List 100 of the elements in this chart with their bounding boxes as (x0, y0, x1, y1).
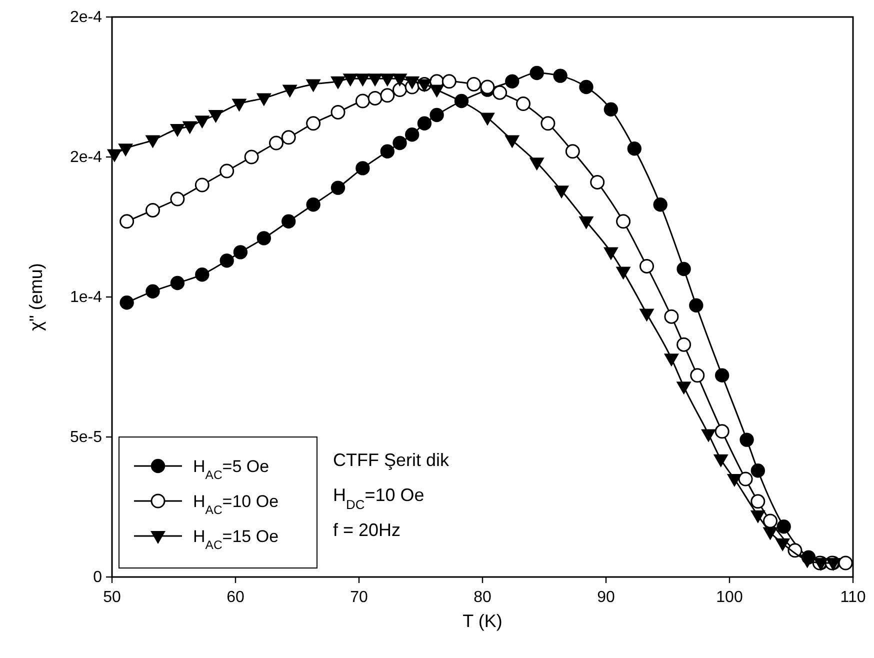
point (750, 510, 766, 524)
x-axis-title: T (K) (462, 611, 502, 631)
point (762, 527, 778, 540)
point (146, 284, 160, 298)
point (676, 382, 692, 395)
point (256, 93, 272, 106)
point (220, 254, 234, 268)
point (194, 178, 210, 192)
point (392, 136, 407, 150)
point (442, 74, 456, 89)
point (282, 214, 296, 228)
point (256, 231, 272, 246)
point (182, 121, 198, 134)
legend-label: H$_{AC}$=5 Oe (193, 457, 270, 482)
point (356, 161, 370, 176)
y-tick-label: 2e-4 (70, 149, 102, 166)
point (480, 80, 495, 94)
point (392, 82, 408, 98)
point (726, 474, 742, 487)
point (690, 368, 705, 383)
point (392, 74, 408, 87)
point (578, 216, 594, 230)
point (220, 164, 234, 178)
point (269, 136, 284, 150)
point (676, 337, 692, 352)
point (565, 144, 580, 159)
x-tick-label: 50 (103, 589, 121, 606)
point (330, 180, 346, 195)
point (368, 74, 383, 87)
point (208, 110, 224, 123)
point (579, 80, 594, 94)
point (750, 464, 766, 478)
point (118, 144, 134, 157)
point (232, 98, 247, 112)
point (838, 556, 853, 570)
annotation: CTFF Şerit dik (333, 450, 450, 470)
point (170, 124, 185, 137)
x-tick-label: 60 (226, 589, 244, 606)
point (430, 108, 444, 122)
point (627, 142, 642, 156)
point (194, 116, 210, 129)
point (355, 74, 370, 87)
point (553, 68, 568, 83)
point (466, 76, 482, 92)
point (492, 85, 508, 100)
point (689, 298, 704, 312)
point (763, 514, 778, 528)
point (233, 245, 248, 260)
point (639, 308, 654, 322)
point (368, 90, 382, 106)
x-tick-label: 90 (597, 589, 615, 606)
point (120, 296, 134, 310)
x-tick-label: 80 (474, 589, 492, 606)
point (750, 494, 766, 509)
point (616, 214, 631, 229)
point (480, 112, 495, 126)
point (330, 104, 346, 120)
point (281, 130, 296, 145)
point (306, 116, 321, 131)
point (604, 102, 618, 116)
point (603, 247, 618, 260)
point (404, 76, 420, 90)
point (330, 76, 346, 90)
point (714, 424, 730, 439)
point (120, 214, 134, 229)
point (146, 202, 160, 218)
y-tick-label: 1e-4 (70, 289, 102, 306)
x-tick-label: 110 (840, 589, 866, 606)
point (195, 268, 210, 282)
point (380, 144, 395, 158)
point (282, 84, 298, 98)
point (505, 74, 520, 88)
point (355, 94, 370, 108)
point (664, 309, 679, 324)
y-tick-label: 2e-4 (70, 9, 102, 26)
y-tick-label: 0 (93, 569, 102, 586)
point (590, 174, 605, 190)
point (640, 258, 654, 274)
point (306, 198, 320, 212)
point (776, 520, 791, 534)
point (417, 116, 432, 130)
point (342, 74, 358, 87)
point (429, 84, 444, 98)
annotation: H$_{DC}$=10 Oe (333, 485, 424, 512)
point (738, 472, 753, 486)
point (244, 150, 259, 164)
point (653, 198, 668, 212)
point (701, 429, 716, 442)
point (616, 266, 631, 280)
point (405, 128, 420, 142)
point (145, 135, 160, 148)
point (554, 186, 570, 199)
x-tick-label: 70 (350, 589, 368, 606)
point (529, 158, 544, 171)
y-tick-label: 5e-5 (70, 429, 102, 446)
point (516, 96, 531, 112)
x-tick-label: 100 (716, 589, 743, 606)
point (714, 368, 730, 382)
point (380, 74, 395, 87)
point (775, 538, 790, 552)
